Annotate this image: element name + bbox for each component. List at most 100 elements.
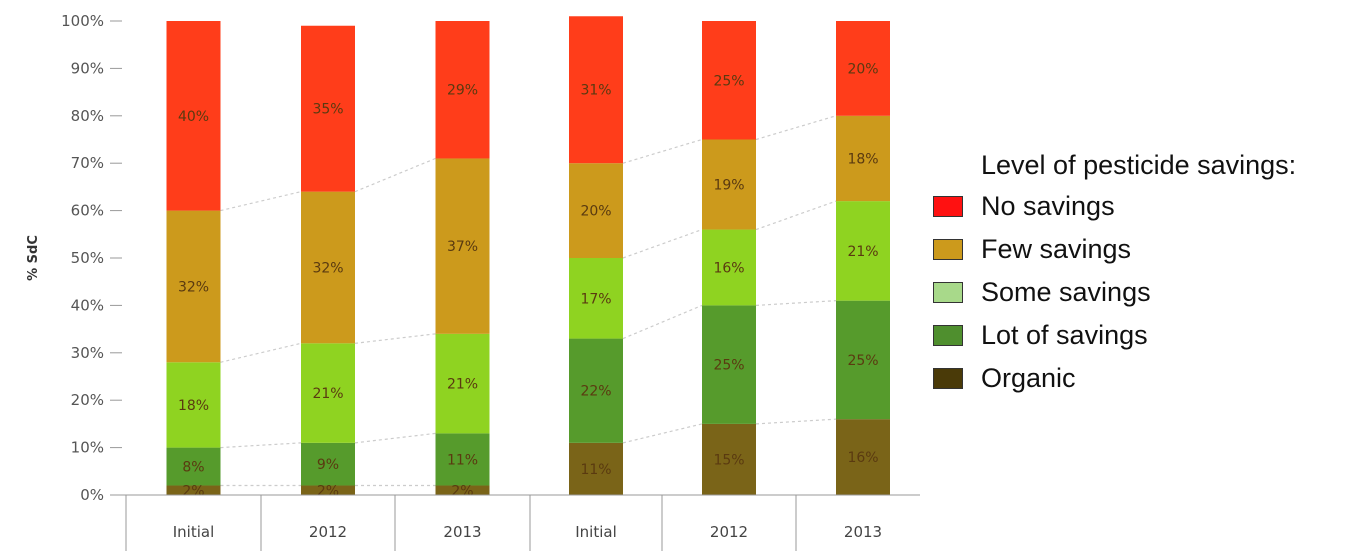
- bar-segment: [301, 442, 355, 486]
- bar-segment: [301, 343, 355, 443]
- data-label: 25%: [713, 358, 744, 374]
- bar-segment: [166, 447, 221, 486]
- y-tick-label: 0%: [80, 486, 104, 504]
- legend-item: Organic: [933, 357, 1296, 400]
- bar-segment: [569, 163, 623, 258]
- data-label: 16%: [713, 260, 744, 276]
- data-label: 2%: [317, 483, 339, 499]
- data-label: 20%: [847, 61, 878, 77]
- bar-segment: [569, 442, 623, 495]
- bar-segment: [702, 305, 756, 424]
- x-tick-label: 2013: [443, 523, 481, 541]
- bar-segment: [435, 21, 490, 159]
- legend-label: Few savings: [981, 234, 1132, 264]
- x-tick-label: Initial: [173, 523, 215, 541]
- bar-segment: [301, 191, 355, 344]
- y-axis: 0% 10% 20% 30% 40% 50% 60% 70% 80% 90% 100%: [61, 12, 122, 504]
- data-label: 32%: [312, 260, 343, 276]
- bar-segment: [836, 419, 890, 495]
- bar-segment: [301, 485, 355, 495]
- data-label: 18%: [847, 151, 878, 167]
- legend-title: Level of pesticide savings:: [981, 150, 1297, 180]
- connector-line: [354, 333, 436, 344]
- bar-segment: [166, 362, 221, 448]
- bar-segment: [301, 25, 355, 192]
- bar-segment: [702, 423, 756, 495]
- data-label: 21%: [847, 244, 878, 260]
- y-tick-label: 100%: [61, 12, 104, 30]
- data-label: 2%: [451, 483, 473, 499]
- connector-line: [354, 432, 436, 444]
- data-label: 25%: [713, 73, 744, 89]
- bar-segment: [836, 201, 890, 301]
- data-label: 8%: [182, 460, 204, 476]
- connector-line: [755, 300, 837, 306]
- legend-label: No savings: [981, 191, 1115, 221]
- legend-swatch: [933, 239, 963, 260]
- legend-label: Organic: [981, 363, 1076, 393]
- data-label: 40%: [178, 109, 209, 125]
- bar-segment: [435, 485, 490, 495]
- data-label: 21%: [447, 377, 478, 393]
- y-tick-label: 80%: [71, 107, 104, 125]
- y-tick-label: 60%: [71, 202, 104, 220]
- y-tick-label: 70%: [71, 154, 104, 172]
- connector-line: [622, 423, 703, 444]
- data-label: 9%: [317, 457, 339, 473]
- data-label: 11%: [447, 452, 478, 468]
- data-label: 32%: [178, 279, 209, 295]
- data-label: 29%: [447, 83, 478, 99]
- bar-segment: [435, 433, 490, 486]
- connector-line: [354, 157, 436, 193]
- y-axis-label: % SdC: [26, 235, 41, 281]
- bar-segment: [836, 115, 890, 202]
- data-label: 11%: [580, 462, 611, 478]
- legend-label: Lot of savings: [981, 320, 1148, 350]
- bar-segment: [435, 333, 490, 434]
- x-tick-label: Initial: [575, 523, 617, 541]
- y-tick-label: 10%: [71, 439, 104, 457]
- y-tick-label: 90%: [71, 59, 104, 77]
- connector-line: [220, 191, 302, 212]
- data-label: 31%: [580, 83, 611, 99]
- legend-item: Lot of savings: [933, 314, 1296, 357]
- connector-line: [622, 228, 703, 259]
- connector-line: [622, 138, 703, 164]
- bar-segment: [569, 338, 623, 443]
- legend: Level of pesticide savings: No savings Fe…: [933, 150, 1296, 400]
- legend-item: Few savings: [933, 228, 1296, 271]
- legend-item: Some savings: [933, 271, 1296, 314]
- bars-group: [166, 16, 890, 495]
- bar-segment: [702, 229, 756, 306]
- data-label: 20%: [580, 204, 611, 220]
- data-label: 35%: [312, 102, 343, 118]
- bar-segment: [166, 485, 221, 495]
- x-tick-label: 2012: [710, 523, 748, 541]
- x-tick-label: 2013: [844, 523, 882, 541]
- connector-line: [220, 442, 302, 449]
- connector-line: [755, 200, 837, 231]
- bar-segment: [435, 158, 490, 334]
- legend-label: Some savings: [981, 277, 1151, 307]
- legend-swatch: [933, 196, 963, 217]
- bar-segment: [702, 139, 756, 230]
- y-tick-label: 40%: [71, 296, 104, 314]
- y-tick-label: 50%: [71, 249, 104, 267]
- bar-segment: [836, 21, 890, 116]
- data-label: 25%: [847, 353, 878, 369]
- bar-segment: [836, 300, 890, 420]
- legend-swatch: [933, 282, 963, 303]
- data-label: 15%: [713, 452, 744, 468]
- data-label: 21%: [312, 386, 343, 402]
- y-tick-label: 30%: [71, 344, 104, 362]
- legend-swatch: [933, 368, 963, 389]
- data-label: 16%: [847, 450, 878, 466]
- connector-line: [755, 418, 837, 425]
- bar-segment: [702, 21, 756, 140]
- data-label: 18%: [178, 398, 209, 414]
- bar-labels-group: 2% 2% 2% 11% 15% 16% 8% 9% 11% 22% 25% 25% 18% 21% 21%…: [178, 61, 879, 499]
- x-tick-label: 2012: [309, 523, 347, 541]
- bar-segment: [166, 210, 221, 363]
- data-label: 19%: [713, 178, 744, 194]
- data-label: 17%: [580, 291, 611, 307]
